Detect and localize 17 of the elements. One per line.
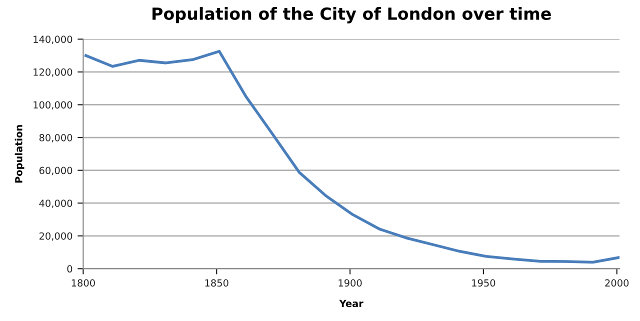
y-tick-label: 0 [67,265,72,273]
y-tick-label: 140,000 [34,36,72,44]
x-tick-label: 1900 [338,279,362,287]
y-tick-label: 40,000 [39,200,72,208]
x-tick-label: 1800 [72,279,95,287]
y-axis-title: Population [14,125,24,183]
y-tick-label: 60,000 [39,166,72,176]
y-tick-label: 120,000 [34,68,72,77]
y-tick-label: 20,000 [39,232,72,241]
chart-title: Population of the City of London over time [152,7,551,24]
x-tick-label: 1950 [472,279,496,287]
x-tick-label: 2000 [605,279,629,287]
y-tick-label: 100,000 [34,101,72,110]
line-series [84,50,620,264]
x-tick-label: 1850 [205,279,228,287]
y-tick-label: 80,000 [39,134,72,142]
x-axis-title: Year [339,300,364,308]
